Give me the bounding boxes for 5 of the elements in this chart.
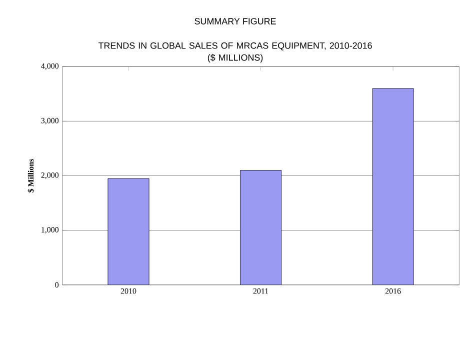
bar (240, 170, 282, 285)
chart-subtitle: TRENDS IN GLOBAL SALES OF MRCAS EQUIPMENT, 2010-2016 ($ MILLIONS) (98, 42, 372, 62)
chart-title: SUMMARY FIGURE (194, 18, 276, 24)
bar (108, 178, 150, 285)
bar (372, 88, 414, 285)
